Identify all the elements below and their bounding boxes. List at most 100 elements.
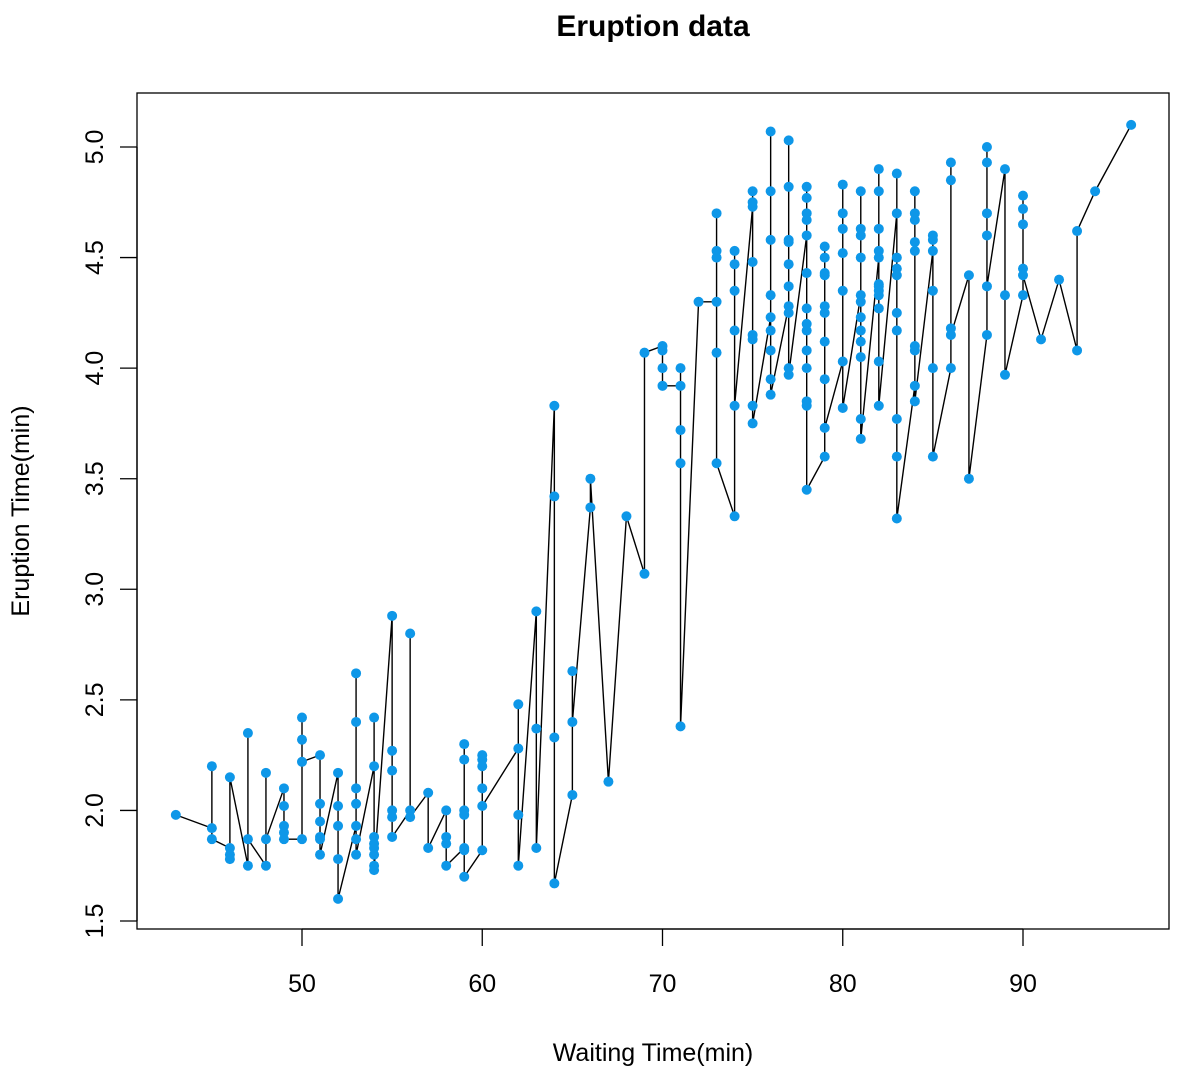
data-point: [1018, 190, 1028, 201]
data-point: [369, 761, 380, 772]
data-point: [873, 164, 884, 175]
data-point: [351, 783, 362, 794]
data-point: [1054, 274, 1065, 285]
data-point: [369, 712, 380, 723]
data-point: [423, 843, 434, 854]
data-point: [477, 801, 488, 812]
data-point: [873, 223, 884, 234]
data-point: [351, 834, 362, 845]
data-point: [873, 186, 884, 197]
data-point: [459, 809, 470, 820]
y-axis: 1.5 2.0 2.5 3.0 3.5 4.0 4.5 5.0: [81, 130, 138, 939]
data-point: [639, 568, 650, 579]
data-point: [315, 798, 326, 809]
data-point: [333, 767, 344, 778]
x-tick-label: 50: [288, 970, 316, 998]
data-point: [837, 179, 848, 190]
data-point: [333, 854, 344, 865]
data-point: [459, 754, 470, 765]
data-point: [1018, 290, 1028, 301]
data-point: [765, 345, 776, 356]
data-point: [801, 303, 812, 314]
data-point: [909, 186, 920, 197]
data-point: [224, 854, 235, 865]
data-point: [242, 860, 253, 871]
data-point: [351, 716, 362, 727]
data-point: [801, 268, 812, 279]
data-point: [801, 181, 812, 192]
data-point: [981, 208, 992, 219]
data-point: [963, 270, 974, 281]
data-point: [873, 290, 884, 301]
data-point: [729, 245, 740, 256]
data-point: [459, 871, 470, 882]
data-point: [351, 668, 362, 679]
data-point: [657, 345, 668, 356]
data-point: [891, 270, 902, 281]
data-point: [567, 716, 578, 727]
data-point: [855, 433, 866, 444]
y-tick-label: 1.5: [81, 904, 109, 939]
data-point: [765, 325, 776, 336]
data-point: [729, 325, 740, 336]
data-point: [477, 845, 488, 856]
data-point: [657, 363, 668, 374]
data-point: [278, 834, 289, 845]
data-point: [819, 422, 830, 433]
data-point: [1072, 345, 1083, 356]
data-point: [837, 223, 848, 234]
data-point: [387, 610, 398, 621]
data-point: [909, 396, 920, 407]
data-point: [513, 860, 524, 871]
data-point: [891, 325, 902, 336]
data-point: [855, 186, 866, 197]
data-point: [909, 380, 920, 391]
data-point: [531, 723, 542, 734]
data-point: [675, 380, 686, 391]
data-point: [819, 451, 830, 462]
data-point: [855, 325, 866, 336]
x-axis-label: Waiting Time(min): [553, 1039, 754, 1067]
data-point: [657, 380, 668, 391]
data-point: [351, 820, 362, 831]
data-point: [206, 761, 217, 772]
data-point: [711, 296, 722, 307]
data-point: [693, 296, 704, 307]
data-point: [351, 849, 362, 860]
data-point: [981, 157, 992, 168]
data-point: [513, 699, 524, 710]
data-point: [729, 511, 740, 522]
data-point: [170, 809, 181, 820]
y-tick-label: 3.0: [81, 572, 109, 607]
y-tick-label: 4.5: [81, 240, 109, 275]
data-point: [855, 296, 866, 307]
data-point: [891, 307, 902, 318]
data-point: [909, 237, 920, 248]
data-point: [981, 230, 992, 241]
data-point: [387, 831, 398, 842]
data-point: [639, 347, 650, 358]
data-point: [260, 834, 271, 845]
data-point: [801, 484, 812, 495]
data-point: [531, 606, 542, 617]
data-point: [909, 245, 920, 256]
data-point: [585, 473, 596, 484]
data-point: [531, 843, 542, 854]
data-point: [477, 783, 488, 794]
data-point: [297, 734, 307, 745]
data-point: [909, 214, 920, 225]
data-point: [783, 307, 794, 318]
data-point: [801, 230, 812, 241]
data-point: [837, 402, 848, 413]
y-axis-label: Eruption Time(min): [7, 405, 35, 616]
data-point: [837, 285, 848, 296]
data-point: [981, 281, 992, 292]
y-tick-label: 4.0: [81, 351, 109, 386]
data-point: [459, 845, 470, 856]
data-point: [297, 756, 307, 767]
data-point: [819, 307, 830, 318]
data-point: [405, 628, 416, 639]
chart-title: Eruption data: [556, 10, 750, 43]
data-point: [801, 192, 812, 203]
data-point: [927, 285, 938, 296]
